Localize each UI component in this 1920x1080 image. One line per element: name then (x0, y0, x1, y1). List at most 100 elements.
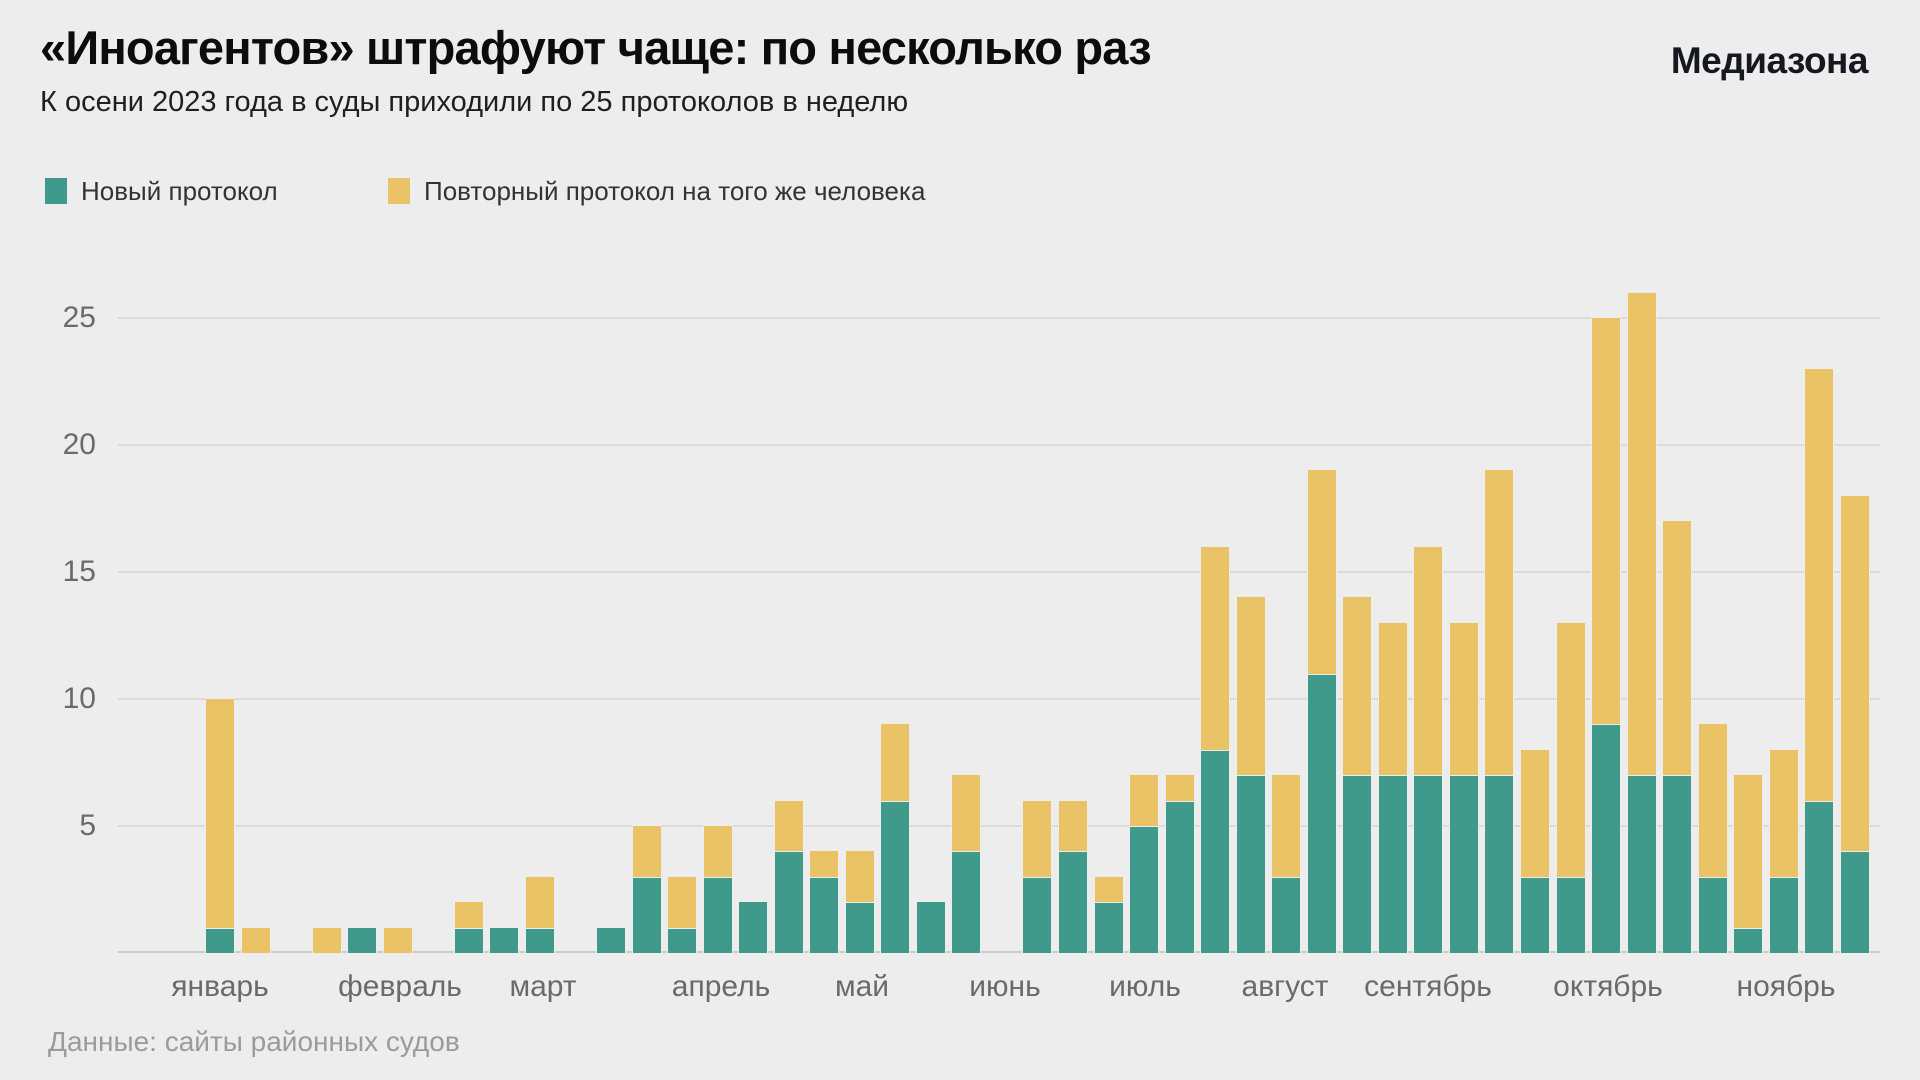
legend-item-repeat-protocol: Повторный протокол на того же человека (388, 176, 925, 206)
bar-week-34 (1414, 546, 1443, 953)
x-tick-label-июнь: июнь (969, 970, 1041, 1003)
bar-week-0 (206, 699, 234, 953)
bar-segment-new (1094, 902, 1123, 953)
bar-segment-repeat (703, 826, 732, 877)
bar-week-42 (1698, 724, 1727, 953)
bar-week-3 (312, 927, 341, 953)
gridline-15 (118, 571, 1880, 573)
legend-swatch-new-protocol (45, 178, 67, 204)
bar-segment-repeat (1663, 521, 1692, 776)
bar-segment-repeat (1805, 368, 1834, 801)
bar-segment-repeat (454, 902, 483, 928)
bar-segment-new (774, 851, 803, 953)
gridline-25 (118, 317, 1880, 319)
bar-segment-new (1165, 800, 1194, 953)
bar-week-5 (383, 927, 412, 953)
bar-week-24 (1059, 800, 1087, 953)
bar-segment-new (881, 800, 910, 953)
bar-week-40 (1627, 292, 1656, 953)
bar-segment-repeat (1734, 775, 1763, 928)
bar-segment-repeat (1485, 470, 1514, 776)
plot-area: январь февраль март апрель май июнь июль август… (118, 292, 1880, 1003)
x-tick-label-апрель: апрель (671, 970, 771, 1003)
bar-segment-new (1201, 749, 1230, 953)
x-tick-label-май: май (834, 970, 890, 1003)
bar-segment-new (348, 927, 377, 953)
x-tick-label-март: март (509, 970, 577, 1003)
bar-week-43 (1734, 775, 1763, 953)
gridline-20 (118, 444, 1880, 446)
bar-week-30 (1272, 775, 1301, 953)
x-tick-label-октябрь: октябрь (1553, 970, 1663, 1003)
x-tick-label-июль: июль (1109, 970, 1181, 1003)
y-tick-label-5: 5 (79, 809, 96, 842)
bar-week-28 (1201, 546, 1230, 953)
bar-segment-repeat (845, 851, 874, 903)
x-axis-baseline (118, 951, 1880, 953)
bar-week-8 (490, 927, 519, 953)
bar-week-33 (1378, 622, 1407, 953)
bar-segment-repeat (1343, 597, 1372, 776)
bar-segment-new (1592, 724, 1621, 953)
bar-segment-repeat (632, 826, 661, 877)
legend-label-repeat-protocol: Повторный протокол на того же человека (424, 175, 926, 206)
bar-segment-new (668, 927, 696, 953)
bar-week-12 (632, 826, 661, 953)
bar-segment-repeat (1272, 775, 1301, 877)
bar-segment-new (1521, 876, 1549, 953)
bar-segment-repeat (1521, 749, 1549, 877)
bar-segment-repeat (1165, 775, 1194, 801)
bar-week-9 (525, 876, 554, 953)
bar-segment-new (1378, 775, 1407, 953)
bar-week-7 (454, 902, 483, 953)
bar-segment-new (845, 902, 874, 953)
bar-week-46 (1840, 495, 1869, 953)
source-note: Данные: сайты районных судов (48, 1026, 460, 1057)
x-tick-label-ноябрь: ноябрь (1736, 970, 1836, 1003)
bar-segment-repeat (774, 800, 803, 852)
bar-segment-repeat (1592, 318, 1621, 725)
bar-segment-repeat (206, 699, 234, 928)
bar-segment-repeat (1449, 622, 1478, 776)
y-tick-label-15: 15 (62, 555, 96, 588)
bar-segment-repeat (241, 927, 270, 953)
bar-week-26 (1130, 775, 1158, 953)
bar-segment-new (454, 927, 483, 953)
bar-segment-new (1769, 876, 1798, 953)
bar-segment-new (1236, 775, 1265, 953)
bar-segment-repeat (312, 927, 341, 953)
y-tick-label-10: 10 (62, 682, 96, 715)
bar-week-31 (1307, 470, 1336, 953)
bar-segment-new (1449, 775, 1478, 953)
bar-week-17 (810, 851, 839, 953)
bar-segment-repeat (525, 876, 554, 928)
bar-segment-repeat (1023, 800, 1052, 877)
x-tick-label-февраль: февраль (338, 970, 462, 1003)
gridline-5 (118, 825, 1880, 827)
x-tick-label-сентябрь: сентябрь (1364, 970, 1492, 1003)
bar-week-38 (1556, 622, 1585, 953)
bar-week-44 (1769, 749, 1798, 953)
bar-segment-repeat (952, 775, 981, 852)
bar-segment-repeat (1059, 800, 1087, 852)
bar-segment-new (1663, 775, 1692, 953)
bar-week-39 (1592, 318, 1621, 953)
bar-week-19 (881, 724, 910, 953)
bar-segment-repeat (1094, 876, 1123, 903)
bar-segment-new (1485, 775, 1514, 953)
bar-segment-new (1130, 826, 1158, 953)
bar-week-15 (739, 902, 768, 953)
bar-segment-new (810, 876, 839, 953)
bar-week-4 (348, 927, 377, 953)
bar-segment-repeat (1556, 622, 1585, 877)
legend-swatch-repeat-protocol (388, 178, 410, 204)
y-tick-label-20: 20 (62, 428, 96, 461)
bar-segment-new (490, 927, 519, 953)
bar-segment-repeat (810, 851, 839, 877)
bar-week-23 (1023, 800, 1052, 953)
bar-week-45 (1805, 368, 1834, 953)
bar-week-13 (668, 876, 696, 953)
bar-segment-new (703, 876, 732, 953)
bar-week-20 (916, 902, 945, 953)
